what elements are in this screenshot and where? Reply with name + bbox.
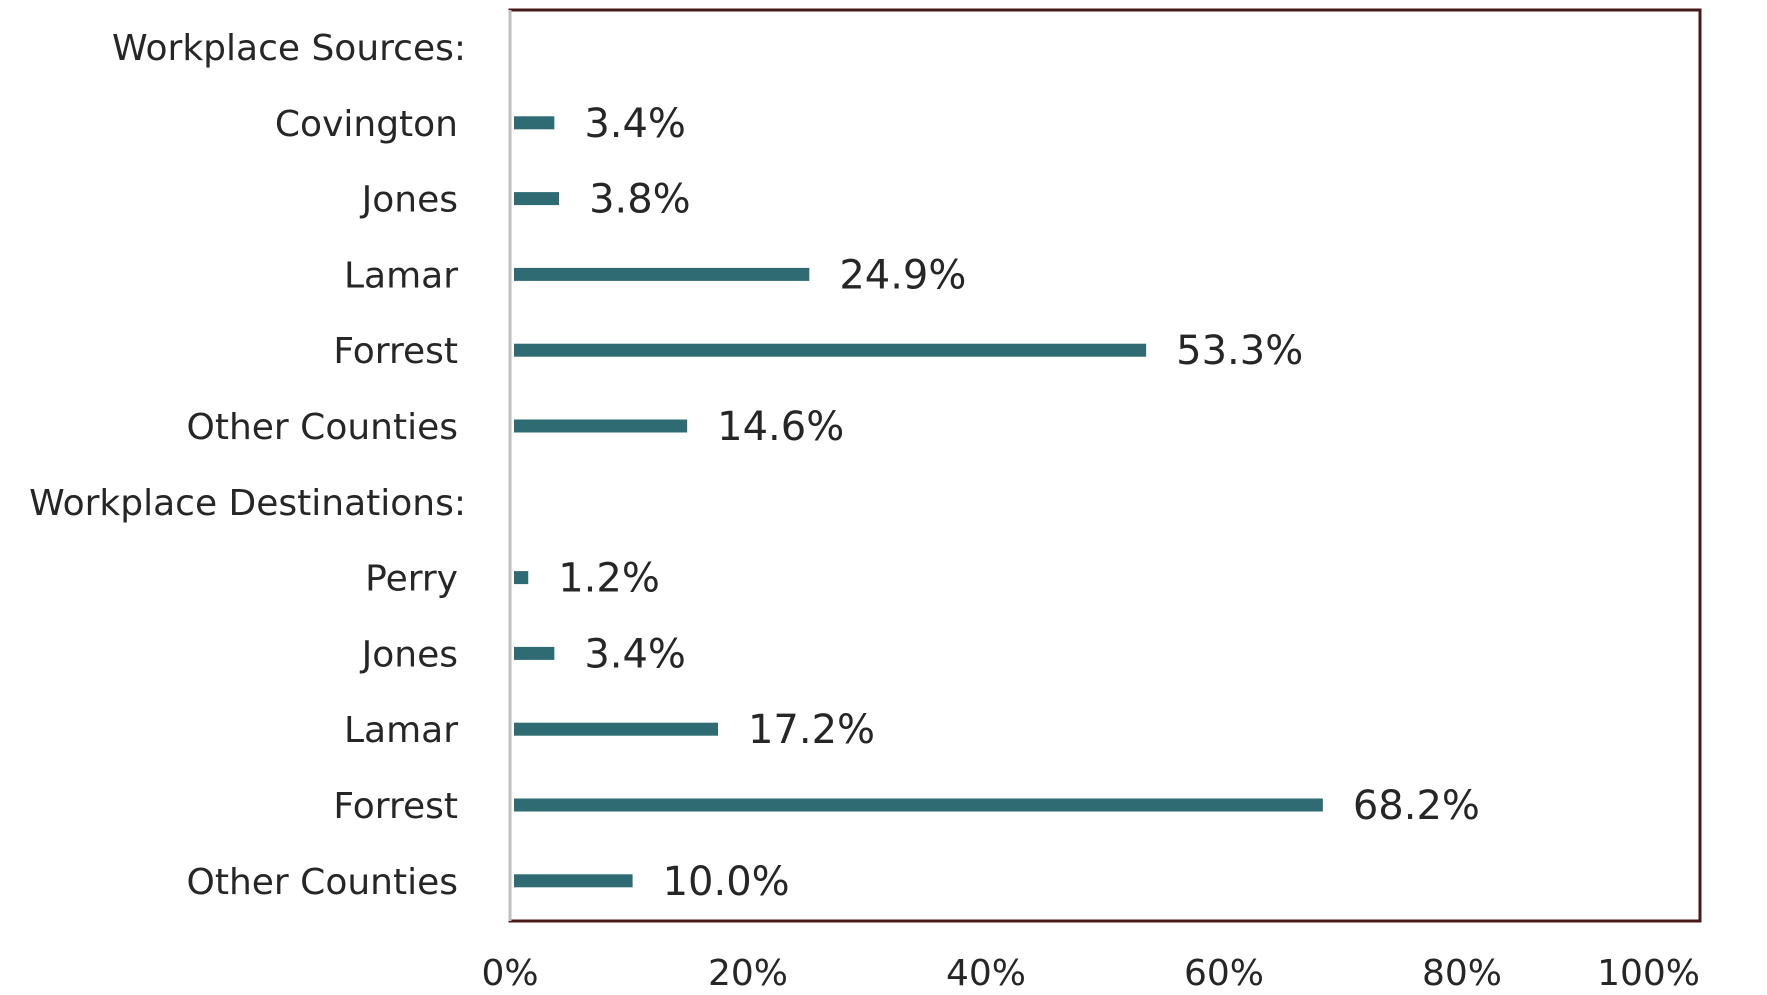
data-label: 53.3% <box>1176 328 1303 374</box>
category-label: Other Counties <box>187 862 458 903</box>
bar <box>514 267 810 281</box>
data-label: 3.4% <box>584 101 686 147</box>
data-label: 14.6% <box>717 404 844 450</box>
x-tick-label: 40% <box>946 953 1026 994</box>
data-label: 68.2% <box>1353 783 1480 829</box>
category-label: Lamar <box>344 255 458 296</box>
bars <box>514 116 1323 888</box>
x-tick-label: 60% <box>1184 953 1264 994</box>
category-label: Jones <box>360 180 458 221</box>
data-label: 17.2% <box>748 707 875 753</box>
category-label: Forrest <box>333 786 458 827</box>
x-tick-label: 0% <box>481 953 538 994</box>
bar <box>514 571 529 585</box>
x-tick-label: 20% <box>708 953 788 994</box>
category-label: Other Counties <box>187 407 458 448</box>
category-label: Perry <box>365 559 458 600</box>
bar <box>514 419 688 433</box>
data-labels: 3.4% 3.8% 24.9% 53.3% 14.6% 1.2% 3.4% 17.2% 68.2… <box>558 101 1480 905</box>
category-label: Jones <box>360 634 458 675</box>
bar <box>514 646 555 660</box>
data-label: 24.9% <box>839 252 966 298</box>
data-label: 3.8% <box>589 177 691 223</box>
category-label: Covington <box>275 104 458 145</box>
category-label: Lamar <box>344 710 458 751</box>
plot-frame <box>508 8 1702 923</box>
bar <box>514 874 633 888</box>
bar <box>514 722 718 736</box>
x-tick-label: 100% <box>1597 953 1700 994</box>
data-label: 1.2% <box>558 556 660 602</box>
x-axis-ticks: 0% 20% 40% 60% 80% 100% <box>481 953 1700 994</box>
bar <box>514 798 1323 812</box>
data-label: 10.0% <box>663 859 790 905</box>
category-labels: Workplace Sources: Covington Jones Lamar For… <box>29 28 466 903</box>
category-label: Forrest <box>333 331 458 372</box>
bar <box>514 343 1147 357</box>
x-tick-label: 80% <box>1422 953 1502 994</box>
data-label: 3.4% <box>584 631 686 677</box>
section-header-label: Workplace Sources: <box>112 28 466 69</box>
section-header-label: Workplace Destinations: <box>29 483 466 524</box>
bar <box>514 192 560 206</box>
bar <box>514 116 555 130</box>
